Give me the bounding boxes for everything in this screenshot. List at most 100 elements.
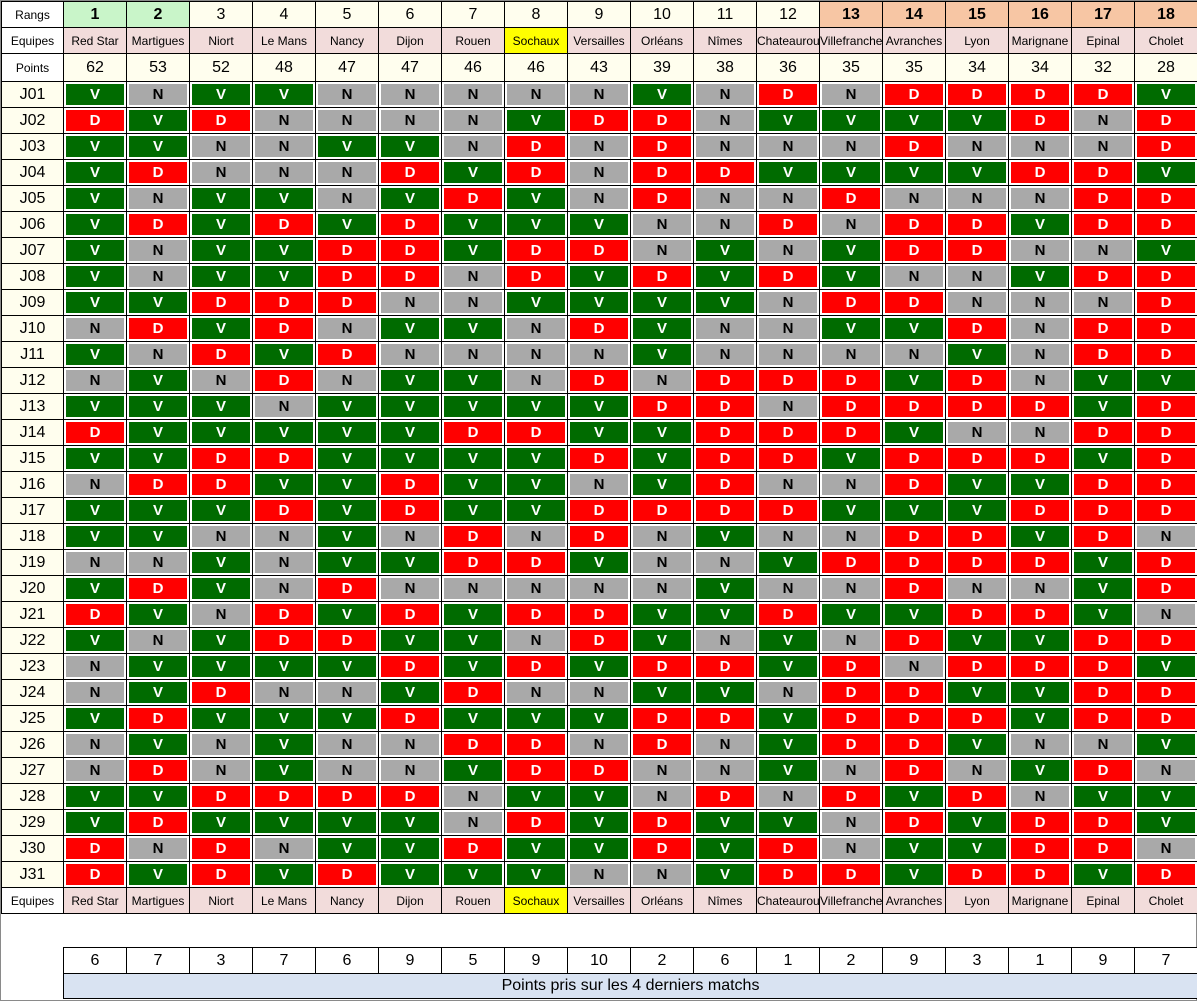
result-cell[interactable]: D xyxy=(630,705,694,732)
result-cell[interactable]: N xyxy=(819,809,883,836)
result-cell[interactable]: D xyxy=(1134,289,1197,316)
result-cell[interactable]: N xyxy=(567,341,631,368)
result-cell[interactable]: D xyxy=(1071,419,1135,446)
result-cell[interactable]: V xyxy=(441,159,505,186)
result-cell[interactable]: V xyxy=(378,185,442,212)
result-cell[interactable]: N xyxy=(756,783,820,810)
result-cell[interactable]: V xyxy=(378,549,442,576)
result-cell[interactable]: V xyxy=(693,523,757,550)
result-cell[interactable]: D xyxy=(945,445,1009,472)
last-four-points-cell[interactable]: 9 xyxy=(378,947,442,974)
matchday-label[interactable]: J26 xyxy=(1,731,64,758)
result-cell[interactable]: V xyxy=(504,835,568,862)
team-name-cell-bottom[interactable]: Chateauroux xyxy=(756,887,820,914)
result-cell[interactable]: N xyxy=(819,523,883,550)
result-cell[interactable]: V xyxy=(189,549,253,576)
result-cell[interactable]: V xyxy=(189,393,253,420)
result-cell[interactable]: V xyxy=(693,601,757,628)
result-cell[interactable]: V xyxy=(567,419,631,446)
result-cell[interactable]: N xyxy=(1071,237,1135,264)
result-cell[interactable]: D xyxy=(945,523,1009,550)
result-cell[interactable]: D xyxy=(693,497,757,524)
result-cell[interactable]: N xyxy=(1008,185,1072,212)
result-cell[interactable]: D xyxy=(945,705,1009,732)
result-cell[interactable]: N xyxy=(567,471,631,498)
result-cell[interactable]: V xyxy=(504,445,568,472)
result-cell[interactable]: V xyxy=(315,133,379,160)
result-cell[interactable]: D xyxy=(1008,861,1072,888)
result-cell[interactable]: N xyxy=(189,159,253,186)
result-cell[interactable]: V xyxy=(819,315,883,342)
result-cell[interactable]: D xyxy=(1008,549,1072,576)
result-cell[interactable]: V xyxy=(126,289,190,316)
result-cell[interactable]: V xyxy=(567,263,631,290)
result-cell[interactable]: V xyxy=(945,107,1009,134)
result-cell[interactable]: N xyxy=(315,315,379,342)
result-cell[interactable]: V xyxy=(693,289,757,316)
result-cell[interactable]: V xyxy=(567,549,631,576)
result-cell[interactable]: N xyxy=(504,315,568,342)
result-cell[interactable]: D xyxy=(63,107,127,134)
result-cell[interactable]: V xyxy=(1008,523,1072,550)
result-cell[interactable]: D xyxy=(819,367,883,394)
result-cell[interactable]: D xyxy=(1134,133,1197,160)
result-cell[interactable]: N xyxy=(693,81,757,108)
result-cell[interactable]: V xyxy=(882,159,946,186)
result-cell[interactable]: D xyxy=(441,679,505,706)
last-four-points-cell[interactable]: 2 xyxy=(630,947,694,974)
result-cell[interactable]: V xyxy=(819,237,883,264)
team-name-cell[interactable]: Nîmes xyxy=(693,27,757,54)
result-cell[interactable]: N xyxy=(630,861,694,888)
result-cell[interactable]: V xyxy=(1134,237,1197,264)
result-cell[interactable]: D xyxy=(126,159,190,186)
matchday-label[interactable]: J25 xyxy=(1,705,64,732)
result-cell[interactable]: D xyxy=(882,549,946,576)
result-cell[interactable]: V xyxy=(378,393,442,420)
result-cell[interactable]: D xyxy=(882,679,946,706)
result-cell[interactable]: N xyxy=(189,133,253,160)
result-cell[interactable]: D xyxy=(693,367,757,394)
result-cell[interactable]: D xyxy=(504,757,568,784)
result-cell[interactable]: N xyxy=(315,81,379,108)
result-cell[interactable]: D xyxy=(504,237,568,264)
result-cell[interactable]: D xyxy=(315,289,379,316)
result-cell[interactable]: D xyxy=(630,159,694,186)
result-cell[interactable]: D xyxy=(567,497,631,524)
result-cell[interactable]: D xyxy=(378,237,442,264)
result-cell[interactable]: D xyxy=(630,185,694,212)
result-cell[interactable]: V xyxy=(252,81,316,108)
result-cell[interactable]: D xyxy=(756,601,820,628)
result-cell[interactable]: D xyxy=(315,237,379,264)
result-cell[interactable]: V xyxy=(252,419,316,446)
result-cell[interactable]: N xyxy=(819,757,883,784)
team-name-cell-bottom[interactable]: Epinal xyxy=(1071,887,1135,914)
result-cell[interactable]: D xyxy=(882,393,946,420)
rank-cell[interactable]: 6 xyxy=(378,1,442,28)
result-cell[interactable]: D xyxy=(378,159,442,186)
teams-label[interactable]: Equipes xyxy=(1,27,64,54)
matchday-label[interactable]: J15 xyxy=(1,445,64,472)
result-cell[interactable]: N xyxy=(693,341,757,368)
result-cell[interactable]: V xyxy=(882,107,946,134)
matchday-label[interactable]: J08 xyxy=(1,263,64,290)
result-cell[interactable]: D xyxy=(882,575,946,602)
result-cell[interactable]: V xyxy=(126,731,190,758)
result-cell[interactable]: D xyxy=(504,419,568,446)
team-name-cell-bottom[interactable]: Niort xyxy=(189,887,253,914)
result-cell[interactable]: V xyxy=(189,81,253,108)
result-cell[interactable]: D xyxy=(315,783,379,810)
result-cell[interactable]: V xyxy=(1071,549,1135,576)
result-cell[interactable]: V xyxy=(189,263,253,290)
result-cell[interactable]: V xyxy=(315,705,379,732)
result-cell[interactable]: D xyxy=(882,471,946,498)
result-cell[interactable]: V xyxy=(126,523,190,550)
result-cell[interactable]: V xyxy=(378,861,442,888)
rank-cell[interactable]: 9 xyxy=(567,1,631,28)
result-cell[interactable]: V xyxy=(441,757,505,784)
result-cell[interactable]: D xyxy=(1134,211,1197,238)
result-cell[interactable]: D xyxy=(693,159,757,186)
result-cell[interactable]: V xyxy=(441,471,505,498)
rank-cell[interactable]: 14 xyxy=(882,1,946,28)
result-cell[interactable]: D xyxy=(1071,211,1135,238)
result-cell[interactable]: V xyxy=(252,471,316,498)
